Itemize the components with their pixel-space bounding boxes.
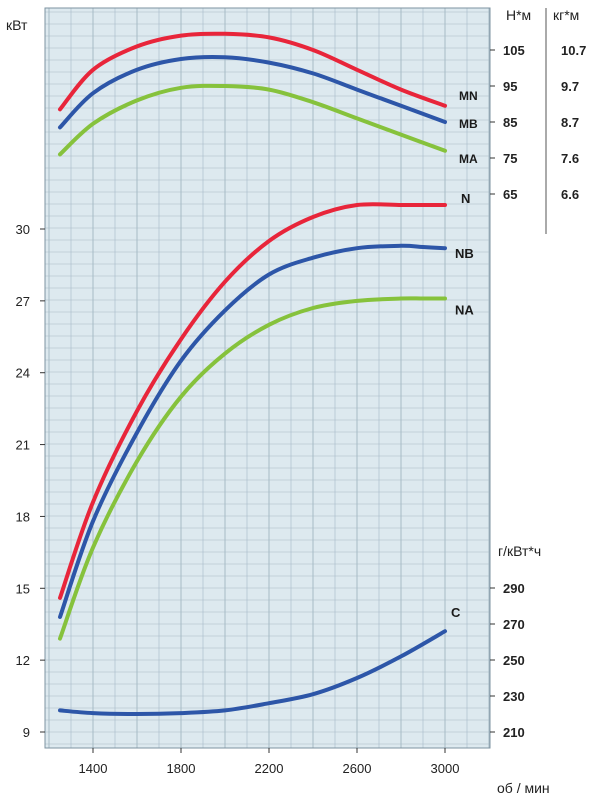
power-tick-label: 21 <box>16 438 30 453</box>
power-unit-label: кВт <box>6 17 28 33</box>
series-line-na <box>58 296 447 641</box>
consumption-tick-label: 250 <box>503 653 525 668</box>
series-label-n: N <box>461 191 470 206</box>
torque-nm-tick-label: 95 <box>503 79 517 94</box>
torque-nm-tick-label: 75 <box>503 151 517 166</box>
series-label-nb: NB <box>455 246 474 261</box>
x-tick-label: 2600 <box>343 761 372 776</box>
x-tick-label: 1800 <box>167 761 196 776</box>
series-line-n <box>58 202 447 600</box>
series-line-nb <box>58 243 447 619</box>
x-tick-label: 1400 <box>79 761 108 776</box>
torque-kgm-tick-label: 9.7 <box>561 79 579 94</box>
plot-frame <box>44 7 491 749</box>
series-line-ma <box>58 83 447 157</box>
consumption-tick-label: 230 <box>503 689 525 704</box>
series-label-mb: MB <box>459 117 478 131</box>
x-axis-label: об / мин <box>497 780 550 796</box>
torque-kgm-unit-label: кг*м <box>553 7 579 23</box>
grid <box>45 8 490 748</box>
torque-kgm-tick-label: 10.7 <box>561 43 586 58</box>
series-label-c: C <box>451 605 461 620</box>
torque-nm-tick-label: 85 <box>503 115 517 130</box>
power-tick-label: 24 <box>16 366 30 381</box>
series-line-c <box>58 629 447 716</box>
ticks: 1400 1800 2200 2600 3000 9 12 15 18 21 24 27 30 65 6.6… <box>16 43 587 776</box>
torque-kgm-tick-label: 8.7 <box>561 115 579 130</box>
power-tick-label: 18 <box>16 509 30 524</box>
consumption-tick-label: 270 <box>503 617 525 632</box>
power-tick-label: 12 <box>16 653 30 668</box>
torque-kgm-tick-label: 6.6 <box>561 187 579 202</box>
series-line-mn <box>58 31 447 112</box>
power-tick-label: 27 <box>16 294 30 309</box>
torque-kgm-tick-label: 7.6 <box>561 151 579 166</box>
x-tick-label: 2200 <box>255 761 284 776</box>
series-label-mn: MN <box>459 89 478 103</box>
series-label-ma: MA <box>459 152 478 166</box>
consumption-unit-label: г/кВт*ч <box>498 543 541 559</box>
x-tick-label: 3000 <box>431 761 460 776</box>
torque-nm-tick-label: 105 <box>503 43 525 58</box>
power-tick-label: 15 <box>16 581 30 596</box>
power-tick-label: 9 <box>23 725 30 740</box>
series-line-mb <box>58 54 447 130</box>
curve-labels: MN MB MA N NB NA C <box>451 89 478 620</box>
curves <box>58 31 447 716</box>
consumption-tick-label: 210 <box>503 725 525 740</box>
series-label-na: NA <box>455 302 474 317</box>
plot-background <box>45 8 490 748</box>
torque-nm-unit-label: Н*м <box>506 7 531 23</box>
power-tick-label: 30 <box>16 222 30 237</box>
torque-nm-tick-label: 65 <box>503 187 517 202</box>
consumption-tick-label: 290 <box>503 581 525 596</box>
